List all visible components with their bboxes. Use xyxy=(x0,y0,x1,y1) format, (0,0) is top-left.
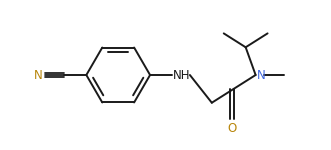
Text: NH: NH xyxy=(173,69,190,81)
Text: N: N xyxy=(257,69,265,81)
Text: O: O xyxy=(227,122,236,135)
Text: N: N xyxy=(34,69,42,81)
